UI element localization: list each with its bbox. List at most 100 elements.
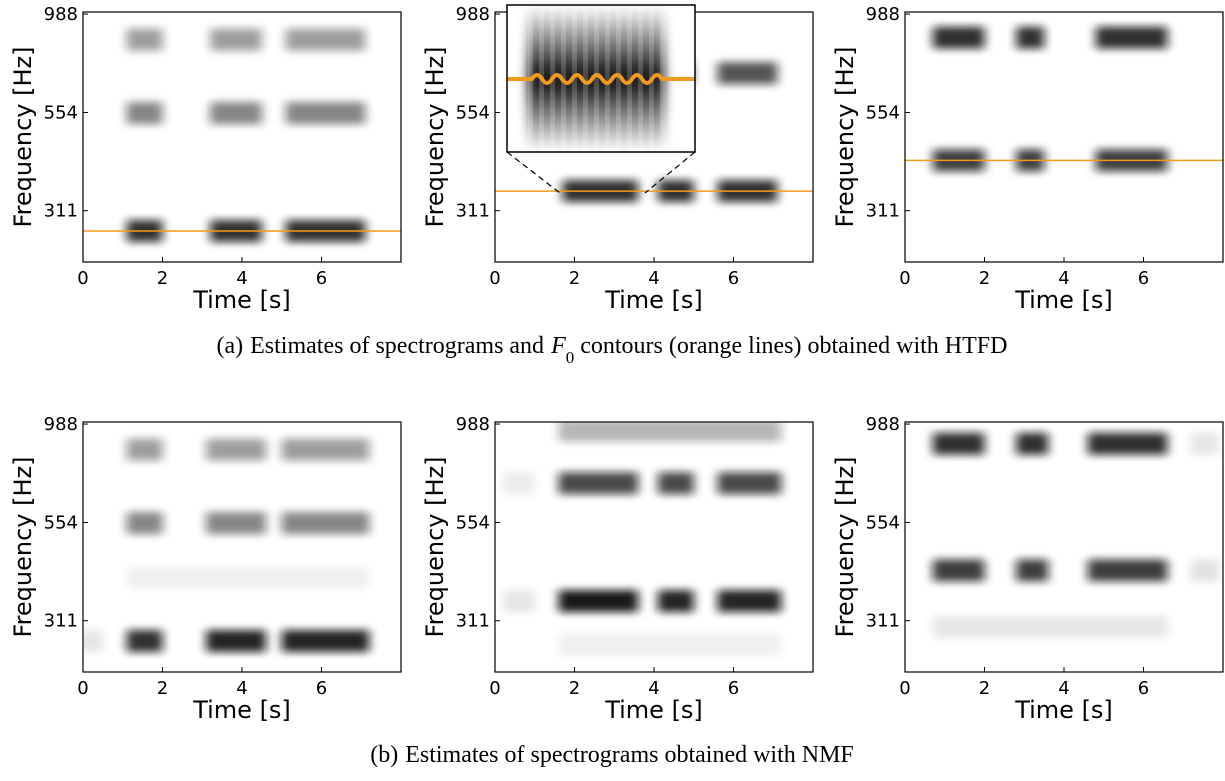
note	[717, 590, 782, 613]
caption-label: (a)	[217, 333, 244, 359]
x-tick-label: 2	[979, 268, 990, 289]
caption-symbol: F	[550, 333, 566, 359]
y-axis-label: Frequency [Hz]	[421, 457, 449, 638]
y-tick-label: 554	[44, 102, 78, 123]
y-axis-label: Frequency [Hz]	[831, 47, 859, 228]
note	[657, 590, 694, 613]
x-tick-label: 4	[236, 678, 247, 699]
note	[558, 422, 782, 442]
note	[1191, 432, 1220, 455]
y-tick-label: 554	[44, 512, 78, 533]
note	[932, 432, 985, 455]
x-tick-label: 6	[728, 268, 739, 289]
note	[126, 438, 163, 461]
y-tick-label: 554	[866, 512, 900, 533]
plot-area	[932, 432, 1220, 638]
note	[932, 26, 985, 49]
note	[126, 28, 163, 51]
note	[285, 102, 366, 125]
plot-area	[83, 438, 370, 652]
x-tick-label: 2	[979, 678, 990, 699]
x-tick-label: 2	[569, 678, 580, 699]
note	[717, 472, 782, 495]
caption-after: contours (orange lines) obtained with HT…	[580, 333, 1007, 359]
x-tick-label: 4	[648, 268, 659, 289]
plot-area	[83, 28, 401, 242]
note	[717, 62, 778, 85]
y-tick-label: 988	[456, 4, 490, 25]
x-tick-label: 6	[1138, 678, 1149, 699]
y-axis-label: Frequency [Hz]	[421, 47, 449, 228]
zoom-connector	[506, 151, 561, 194]
y-tick-label: 311	[866, 611, 900, 632]
note	[1087, 432, 1168, 455]
x-tick-label: 0	[77, 678, 88, 699]
x-axis-label: Time [s]	[1014, 696, 1113, 724]
x-tick-label: 0	[489, 268, 500, 289]
note	[126, 512, 163, 535]
caption-before: Estimates of spectrograms and	[250, 333, 544, 359]
y-axis-label: Frequency [Hz]	[831, 457, 859, 638]
y-tick-label: 311	[44, 611, 78, 632]
plot-area	[502, 422, 782, 656]
note	[126, 629, 163, 652]
x-tick-label: 4	[1058, 678, 1069, 699]
plot-area	[905, 26, 1223, 172]
zoom-connector	[644, 151, 696, 194]
caption: (b) Estimates of spectrograms obtained wi…	[370, 742, 854, 768]
zoom-inset	[506, 4, 696, 194]
note	[126, 102, 163, 125]
y-tick-label: 988	[866, 414, 900, 435]
y-tick-label: 311	[866, 201, 900, 222]
note	[502, 472, 535, 495]
y-tick-label: 554	[456, 102, 490, 123]
x-axis-label: Time [s]	[604, 696, 703, 724]
note	[932, 615, 1168, 638]
x-tick-label: 2	[157, 268, 168, 289]
note	[558, 590, 639, 613]
note	[502, 590, 535, 613]
x-axis-label: Time [s]	[192, 286, 291, 314]
note	[1095, 26, 1168, 49]
note	[281, 512, 370, 535]
caption-before: Estimates of spectrograms obtained with …	[405, 742, 854, 768]
note	[657, 472, 694, 495]
x-tick-label: 4	[236, 268, 247, 289]
inset-frame	[506, 4, 696, 153]
x-axis-label: Time [s]	[192, 696, 291, 724]
axes-frame	[904, 11, 1224, 263]
note	[210, 28, 262, 51]
x-tick-label: 0	[899, 678, 910, 699]
x-tick-label: 0	[899, 268, 910, 289]
inset-f0	[507, 73, 695, 85]
note	[281, 629, 370, 652]
y-tick-label: 988	[456, 414, 490, 435]
note	[206, 629, 266, 652]
note	[206, 438, 266, 461]
note	[285, 28, 366, 51]
note	[932, 559, 985, 582]
caption: (a) Estimates of spectrograms and F0 contou…	[217, 333, 1008, 367]
x-tick-label: 2	[569, 268, 580, 289]
note	[1016, 559, 1049, 582]
note	[1087, 559, 1168, 582]
caption-label: (b)	[370, 742, 398, 768]
y-tick-label: 988	[44, 4, 78, 25]
y-tick-label: 988	[866, 4, 900, 25]
x-tick-label: 6	[728, 678, 739, 699]
y-tick-label: 311	[456, 201, 490, 222]
y-axis-label: Frequency [Hz]	[9, 47, 37, 228]
note	[83, 629, 103, 652]
caption-subscript: 0	[566, 348, 575, 367]
note	[558, 633, 782, 656]
note	[281, 438, 370, 461]
y-tick-label: 311	[44, 201, 78, 222]
note	[558, 472, 639, 495]
note	[126, 566, 370, 589]
x-tick-label: 6	[316, 678, 327, 699]
x-tick-label: 0	[489, 678, 500, 699]
y-tick-label: 988	[44, 414, 78, 435]
y-axis-label: Frequency [Hz]	[9, 457, 37, 638]
note	[1016, 26, 1045, 49]
